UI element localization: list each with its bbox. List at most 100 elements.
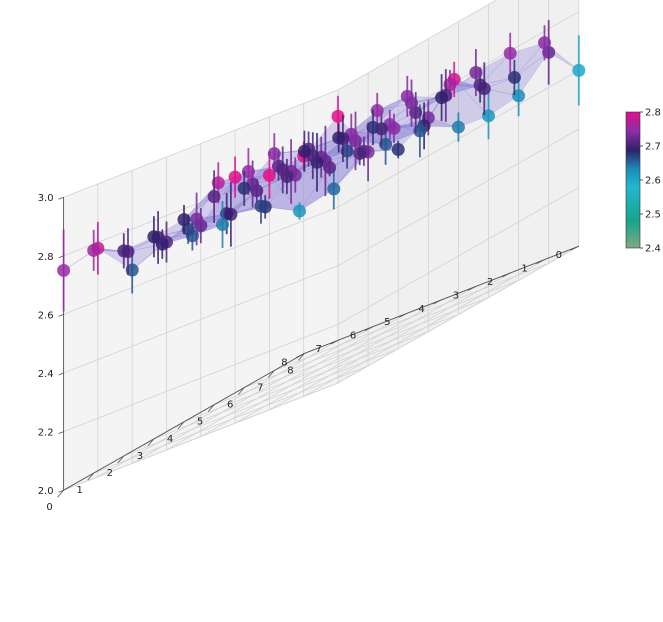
data-point (207, 190, 221, 204)
x-tick-label: 6 (350, 331, 356, 342)
data-point (340, 144, 354, 158)
x-tick-mark (536, 259, 545, 264)
x-tick-mark (296, 353, 305, 358)
z-tick-mark (58, 314, 64, 317)
z-tick-mark (58, 255, 64, 259)
y-tick-mark (207, 404, 215, 412)
y-tick-mark (57, 489, 64, 498)
y-tick-label: 8 (287, 365, 293, 376)
data-point (293, 204, 306, 218)
z-tick-label: 2.2 (38, 428, 54, 439)
grid-line (63, 265, 339, 374)
data-point (538, 36, 551, 50)
data-point (220, 207, 234, 221)
data-point (57, 263, 71, 277)
x-tick-label: 5 (384, 317, 390, 328)
data-point (473, 78, 487, 92)
x-tick-mark (433, 299, 442, 305)
data-point (435, 91, 449, 105)
x-tick-label: 1 (521, 264, 527, 275)
grid-line (274, 262, 549, 371)
x-tick-mark (364, 326, 374, 331)
grid-line (337, 128, 579, 267)
colorbar-tick-label: 2.8 (645, 108, 661, 119)
grid-line (123, 348, 399, 457)
z-tick-label: 2.8 (38, 252, 54, 263)
colorbar-gradient (625, 111, 641, 249)
data-point (327, 182, 341, 196)
data-point (262, 168, 276, 182)
x-tick-label: 3 (453, 290, 459, 301)
data-point (267, 147, 281, 161)
data-point (482, 109, 495, 123)
data-point (331, 109, 345, 123)
data-point (572, 63, 586, 77)
grid-line (213, 297, 489, 406)
data-point (87, 243, 101, 257)
z-tick-mark (58, 431, 64, 434)
data-point (366, 120, 380, 134)
y-tick-mark (117, 455, 125, 464)
data-point (125, 263, 139, 277)
grid-line (63, 206, 339, 315)
z-tick-label: 2.4 (38, 369, 54, 380)
y-tick-label: 3 (137, 451, 143, 462)
data-point (211, 176, 225, 190)
data-point (353, 146, 367, 160)
colorbar-tick-label: 2.4 (645, 244, 661, 255)
z-tick-label: 2.6 (38, 310, 54, 321)
grid-line (183, 314, 459, 423)
y-tick-mark (298, 353, 305, 361)
data-point (503, 46, 517, 60)
x-tick-label: 2 (487, 277, 493, 288)
data-point (332, 131, 346, 145)
y-tick-mark (267, 370, 275, 378)
grid-line (63, 382, 339, 491)
data-point (241, 165, 255, 179)
colorbar-tick-label: 2.7 (645, 142, 661, 153)
y-tick-mark (177, 421, 185, 430)
colorbar: 2.4 2.5 2.6 2.7 2.8 (625, 108, 661, 255)
x-tick-label: 7 (316, 344, 322, 355)
grid-line (244, 280, 519, 388)
y-tick-mark (237, 387, 245, 395)
y-tick-label: 6 (227, 400, 233, 411)
z-tick-mark (58, 372, 64, 376)
data-point (451, 120, 465, 134)
data-point (190, 212, 204, 226)
x-tick-mark (399, 312, 408, 318)
grid-line (93, 365, 369, 474)
x-tick-mark (502, 272, 511, 278)
x-tick-label: 4 (418, 304, 424, 315)
data-point (443, 78, 457, 92)
data-point (237, 181, 251, 195)
z-tick-mark (58, 196, 64, 200)
grid-line (337, 187, 579, 325)
data-point (469, 66, 483, 80)
z-tick-label: 3.0 (38, 193, 54, 204)
z-tick-label: 2.0 (38, 486, 54, 497)
colorbar-tick-label: 2.6 (645, 176, 661, 187)
x-tick-mark (330, 339, 339, 345)
x-tick-label: 0 (556, 250, 562, 261)
colorbar-tick-label: 2.5 (645, 210, 661, 221)
data-points (57, 20, 586, 312)
x-tick-label: 8 (281, 357, 287, 368)
data-point (216, 218, 229, 232)
data-point (507, 70, 521, 84)
data-point (147, 230, 161, 244)
grid-line (153, 331, 429, 440)
tick-labels: 0 1 2 3 4 5 6 7 8 0 1 2 3 4 5 6 7 8 2.0 2.2 2.4 2.6 2.8 3.0 (38, 193, 579, 513)
data-point (228, 170, 242, 184)
grid-line (63, 89, 339, 198)
data-point (272, 159, 285, 173)
y-tick-label: 1 (77, 485, 83, 496)
data-point (413, 124, 427, 138)
data-point (391, 143, 405, 157)
x-tick-mark (467, 286, 477, 291)
data-point (379, 137, 393, 151)
y-tick-label: 0 (46, 502, 52, 513)
y-tick-mark (147, 438, 155, 447)
